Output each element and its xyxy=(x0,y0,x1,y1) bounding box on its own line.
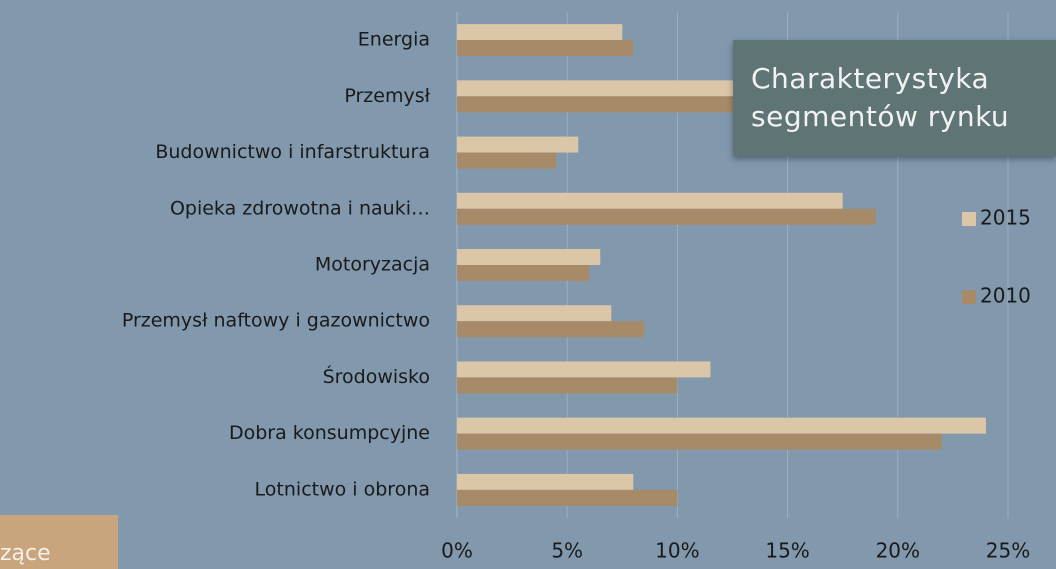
x-tick-label: 25% xyxy=(986,539,1030,563)
bar xyxy=(457,417,986,434)
chart-title: Charakterystyka segmentów rynku xyxy=(733,40,1056,156)
bar xyxy=(457,305,612,322)
bar xyxy=(457,265,590,281)
bar xyxy=(457,192,843,209)
bar xyxy=(457,249,601,265)
bar xyxy=(457,96,755,113)
legend-swatch xyxy=(962,290,976,304)
x-tick-label: 10% xyxy=(655,539,699,563)
bar xyxy=(457,80,744,97)
x-tick-label: 20% xyxy=(876,539,920,563)
bar xyxy=(457,377,678,394)
bar xyxy=(457,40,634,57)
bar xyxy=(457,473,634,490)
bar xyxy=(457,152,557,169)
x-tick-label: 15% xyxy=(765,539,809,563)
x-tick-label: 5% xyxy=(551,539,583,563)
bar xyxy=(457,361,711,378)
y-tick-label: Przemysł naftowy i gazownictwo xyxy=(122,310,430,332)
bar xyxy=(457,489,678,506)
y-tick-label: Lotnictwo i obrona xyxy=(255,478,430,500)
y-tick-label: Dobra konsumpcyjne xyxy=(229,422,430,444)
legend-swatch xyxy=(962,212,976,226)
note: zące xyxy=(0,515,118,569)
y-tick-label: Energia xyxy=(358,29,430,51)
bar xyxy=(457,321,645,338)
y-tick-label: Motoryzacja xyxy=(315,254,430,276)
bar xyxy=(457,208,876,225)
legend-label: 2015 xyxy=(980,206,1031,230)
y-tick-label: Przemysł xyxy=(344,85,430,107)
bar xyxy=(457,24,623,41)
y-tick-label: Środowisko xyxy=(323,364,430,388)
legend-label: 2010 xyxy=(980,284,1031,308)
bar xyxy=(457,136,579,153)
y-tick-label: Budownictwo i infarstruktura xyxy=(155,141,430,163)
bar xyxy=(457,433,942,450)
y-tick-label: Opieka zdrowotna i nauki… xyxy=(170,197,430,219)
x-tick-label: 0% xyxy=(441,539,473,563)
